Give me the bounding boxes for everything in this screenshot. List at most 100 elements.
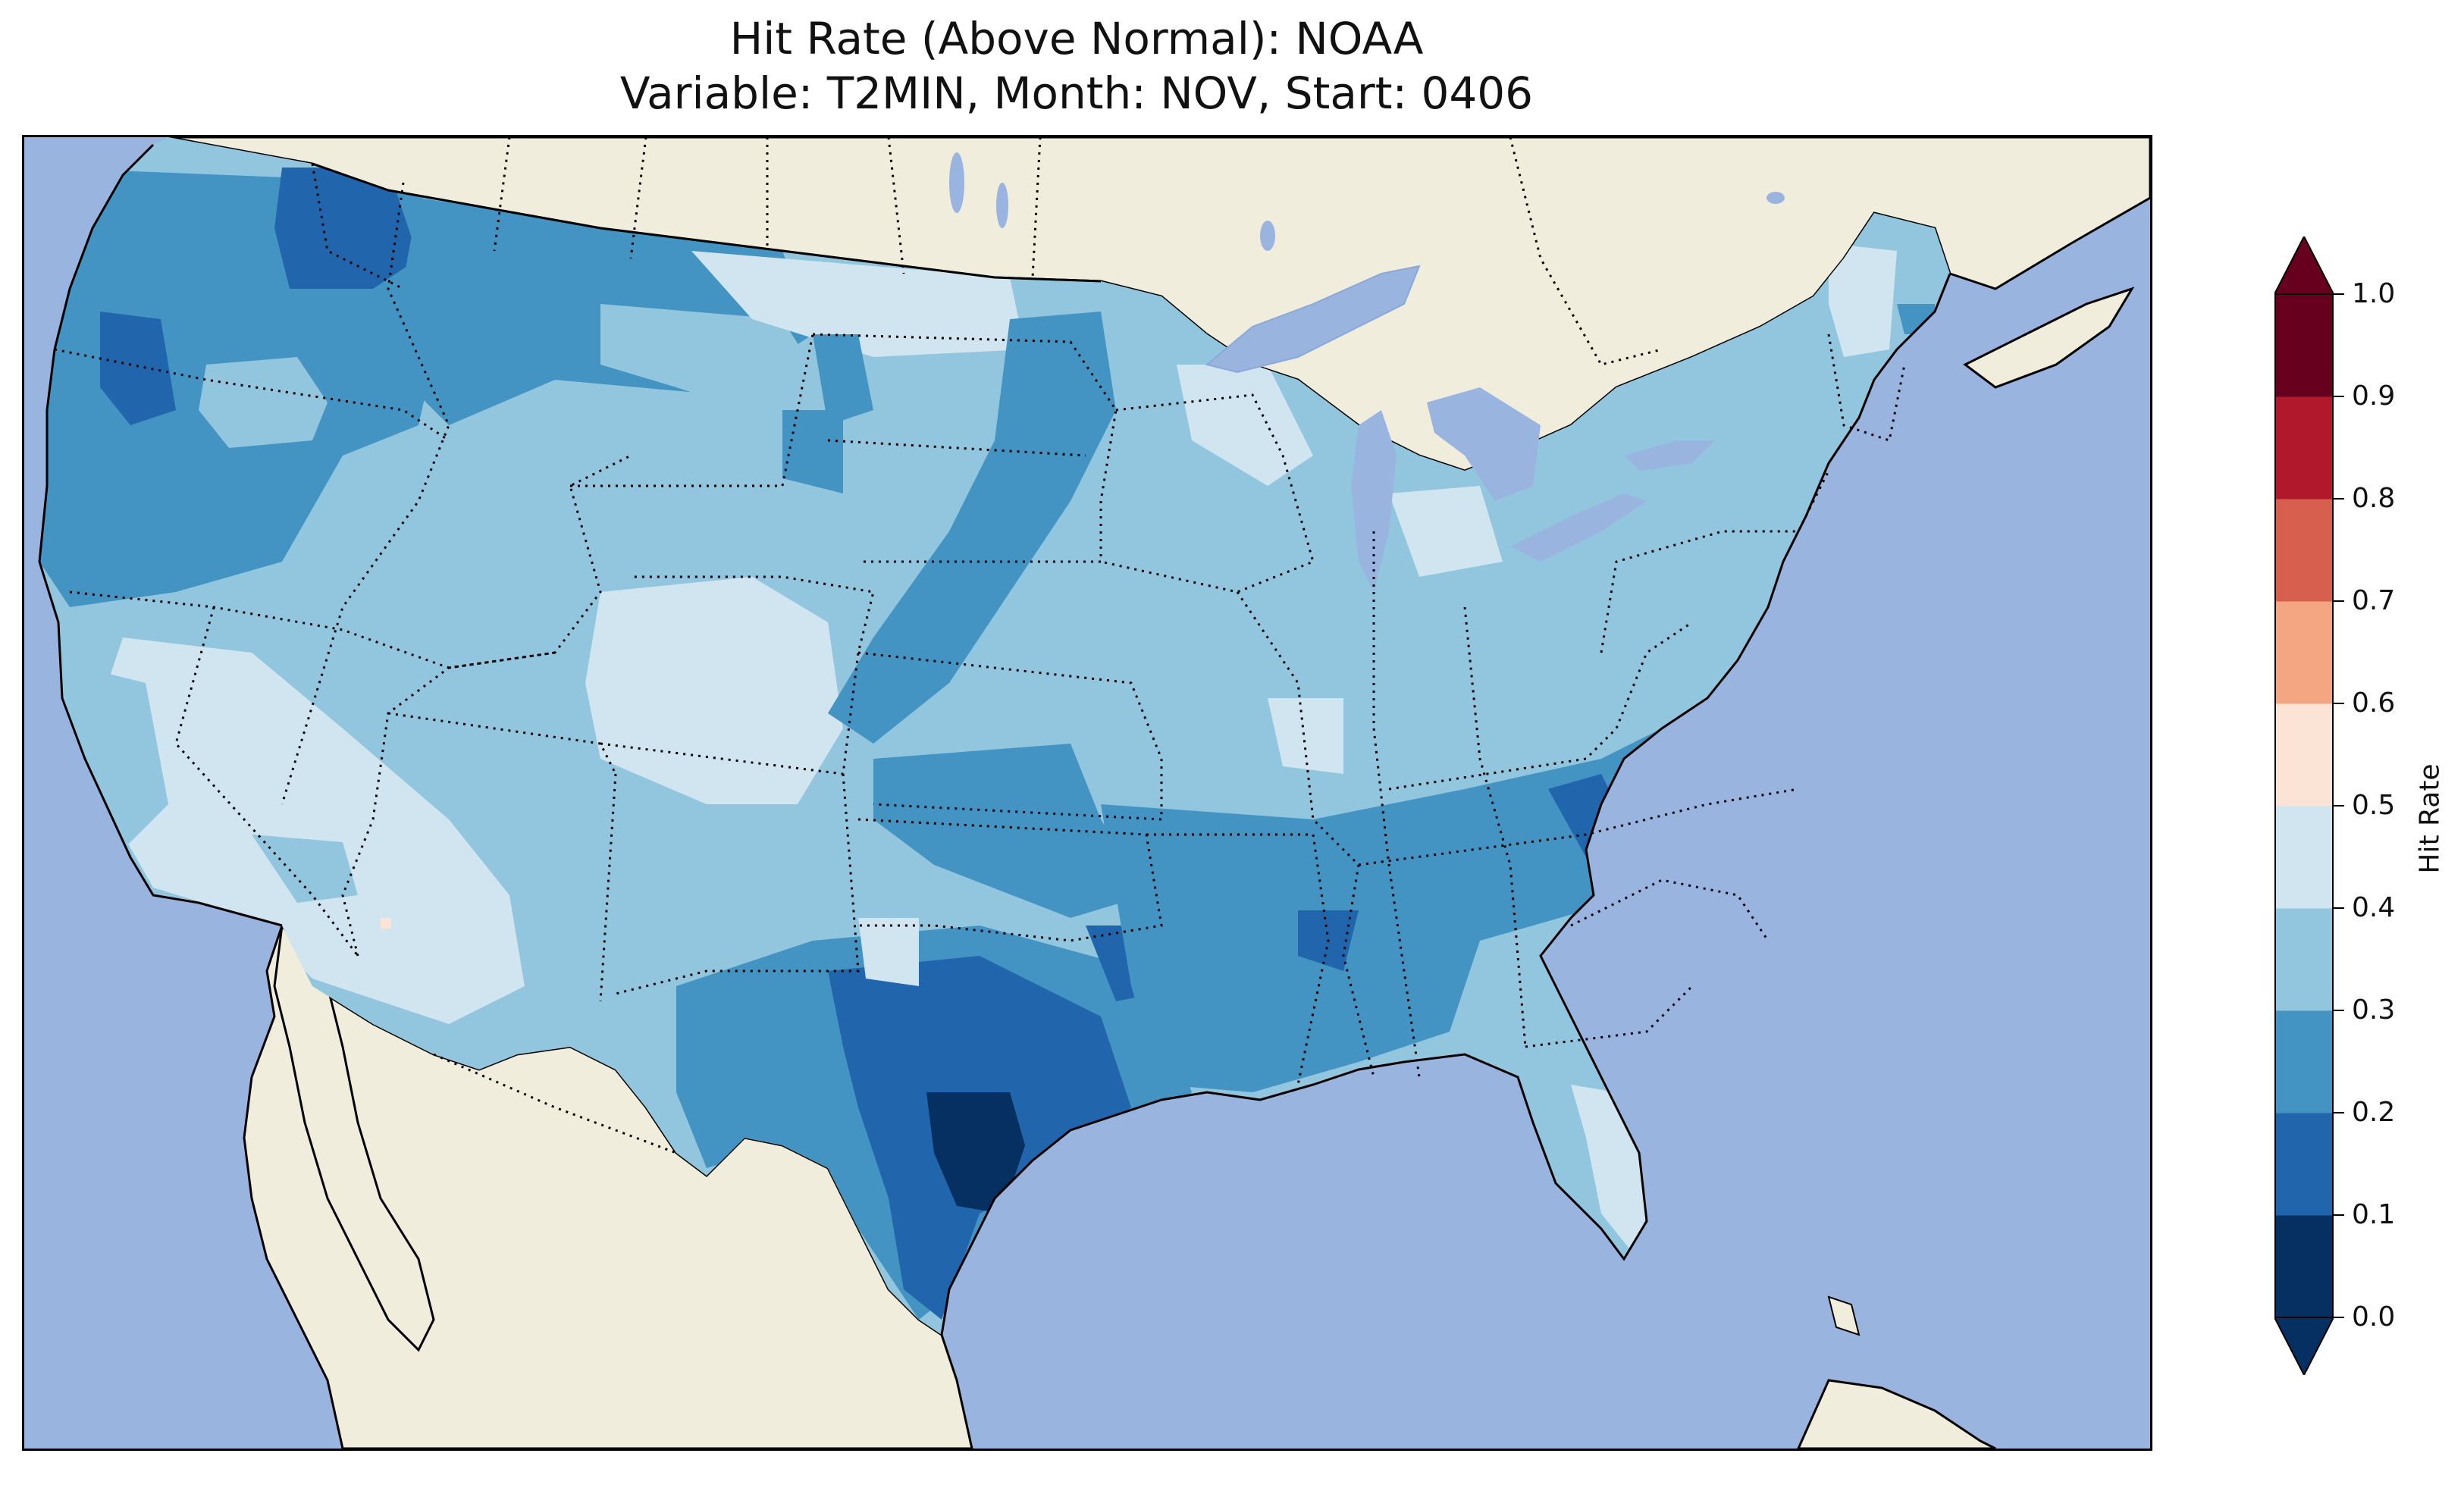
lake-michigan (1351, 410, 1397, 592)
border-mn-ia (1100, 393, 1315, 594)
border-ga-fl (1525, 985, 1694, 1048)
field-mt-light (600, 304, 820, 418)
colorbar-frame (2274, 293, 2334, 1318)
field-ks-ok (873, 744, 1146, 918)
lake-nipigon (1260, 221, 1275, 251)
colorbar-tick-label: 0.9 (2352, 381, 2396, 412)
map-subtitle: Variable: T2MIN, Month: NOV, Start: 0406 (619, 67, 1534, 119)
colorbar-tick-label: 0.5 (2352, 790, 2396, 821)
lake-manitoba (996, 183, 1008, 228)
colorbar-tick-mark (2334, 498, 2344, 500)
border-canada-provinces (493, 137, 1042, 278)
colorbar-bin (2275, 806, 2333, 909)
baja-california (273, 922, 435, 1352)
colorbar-bin (2275, 601, 2333, 704)
field-mi-vlight (1389, 486, 1503, 577)
border-ca-nv (174, 606, 359, 957)
colorbar-extend-min-arrow (2274, 1317, 2334, 1375)
border-in-oh-al (1463, 606, 1527, 1048)
field-maine-vlight (1829, 243, 1897, 357)
lake-winnipeg (949, 152, 964, 213)
colorbar-label: Hit Rate (2414, 763, 2446, 874)
border-pa-ny (1600, 470, 1830, 653)
lake-superior (1205, 265, 1421, 374)
colorbar-tick-label: 1.0 (2352, 278, 2396, 309)
cuba (1797, 1379, 1996, 1449)
border-canada-bc (311, 163, 404, 290)
field-nd-patch (813, 334, 873, 425)
border-ut-wy (448, 454, 632, 669)
border-mo-il (1236, 591, 1375, 1078)
colorbar-tick-mark (2334, 293, 2344, 295)
colorbar-tick-mark (2334, 805, 2344, 807)
border-az-nm (599, 773, 617, 1002)
colorbar-bin (2275, 1113, 2333, 1216)
colorbar-tick-label: 0.2 (2352, 1097, 2396, 1128)
colorbar-tick-label: 0.8 (2352, 483, 2396, 514)
border-ky-tn (1358, 788, 1799, 866)
border-ne-ks (857, 651, 1163, 821)
colorbar-bin (2275, 1010, 2333, 1113)
field-desert-cell (381, 918, 391, 929)
field-wy-medium (782, 410, 843, 493)
colorbar-tick-label: 0.7 (2352, 585, 2396, 616)
us-base-field (39, 137, 1950, 1335)
border-nc-sc (1570, 879, 1770, 941)
border-nm-tx (615, 773, 860, 995)
colorbar-bin (2275, 1215, 2333, 1318)
nova-scotia (1963, 287, 2135, 389)
colorbar-tick-mark (2334, 1317, 2344, 1318)
colorbar-bin (2275, 703, 2333, 807)
field-il-vlight (1268, 698, 1343, 774)
field-nm-vlight (858, 918, 919, 986)
us-coastline (38, 143, 1951, 1336)
field-wa-dark (274, 168, 419, 289)
border-il-in (1372, 531, 1421, 1078)
state-borders (54, 137, 1906, 1154)
border-wa-or (54, 348, 450, 442)
border-ok (857, 818, 1163, 942)
colorbar-extend-max-arrow (2274, 236, 2334, 295)
colorbar-tick-mark (2334, 1214, 2344, 1216)
lake-huron (1427, 387, 1541, 501)
colorbar-tick-label: 0.4 (2352, 892, 2396, 923)
colorbar-tick-mark (2334, 1112, 2344, 1113)
border-nv-az (341, 666, 450, 957)
border-new-england (1827, 334, 1906, 442)
colorbar-tick-label: 0.6 (2352, 687, 2396, 719)
colorbar-tick-mark (2334, 600, 2344, 602)
field-or-light (199, 357, 328, 448)
colorbar-tick-label: 0.0 (2352, 1301, 2396, 1333)
colorbar-bin (2275, 908, 2333, 1011)
map-title: Hit Rate (Above Normal): NOAA (729, 13, 1424, 64)
field-plains-stripe (828, 312, 1116, 744)
field-mt-nd-vlight (691, 251, 1025, 357)
colorbar-tick-mark (2334, 1010, 2344, 1011)
border-co (600, 575, 875, 775)
colorbar-bin (2275, 396, 2333, 500)
field-fl (1571, 1085, 1654, 1251)
border-ar-ms (1146, 833, 1330, 1085)
colorbar-bin (2275, 294, 2333, 397)
colorbar (2274, 236, 2334, 1375)
field-ca-nv-vlight (85, 637, 525, 1024)
field-wi-vlight (1177, 365, 1313, 486)
field-tx-darkest (926, 1092, 1025, 1214)
us-map (24, 137, 2150, 1449)
lake-ontario (1624, 440, 1715, 471)
colorbar-bin (2275, 499, 2333, 602)
canadian-lakes (949, 152, 1785, 251)
lake-erie (1510, 493, 1647, 562)
border-nd-sd (827, 439, 1086, 457)
colorbar-bins (2275, 294, 2333, 1318)
border-wy-mt (570, 334, 814, 487)
colorbar-tick-mark (2334, 907, 2344, 909)
field-ca-south (252, 835, 358, 903)
lake-st-jean (1766, 192, 1785, 204)
field-or-coast-dark (100, 312, 176, 425)
colorbar-tick-mark (2334, 396, 2344, 397)
border-id (281, 182, 450, 805)
map-panel (22, 135, 2152, 1451)
colorbar-tick-label: 0.1 (2352, 1199, 2396, 1230)
colorbar-tick-mark (2334, 703, 2344, 704)
